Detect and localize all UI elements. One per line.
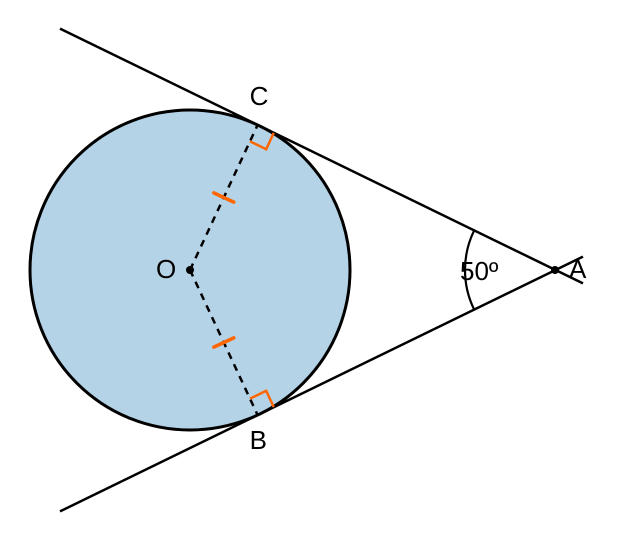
- point-o: [186, 266, 194, 274]
- label-b: B: [250, 425, 267, 455]
- label-angle-a: 50º: [460, 256, 499, 286]
- label-o: O: [156, 254, 176, 284]
- label-a: A: [569, 254, 587, 284]
- label-c: C: [250, 81, 269, 111]
- geometry-diagram: O A C B 50º: [0, 0, 624, 534]
- point-a: [551, 266, 559, 274]
